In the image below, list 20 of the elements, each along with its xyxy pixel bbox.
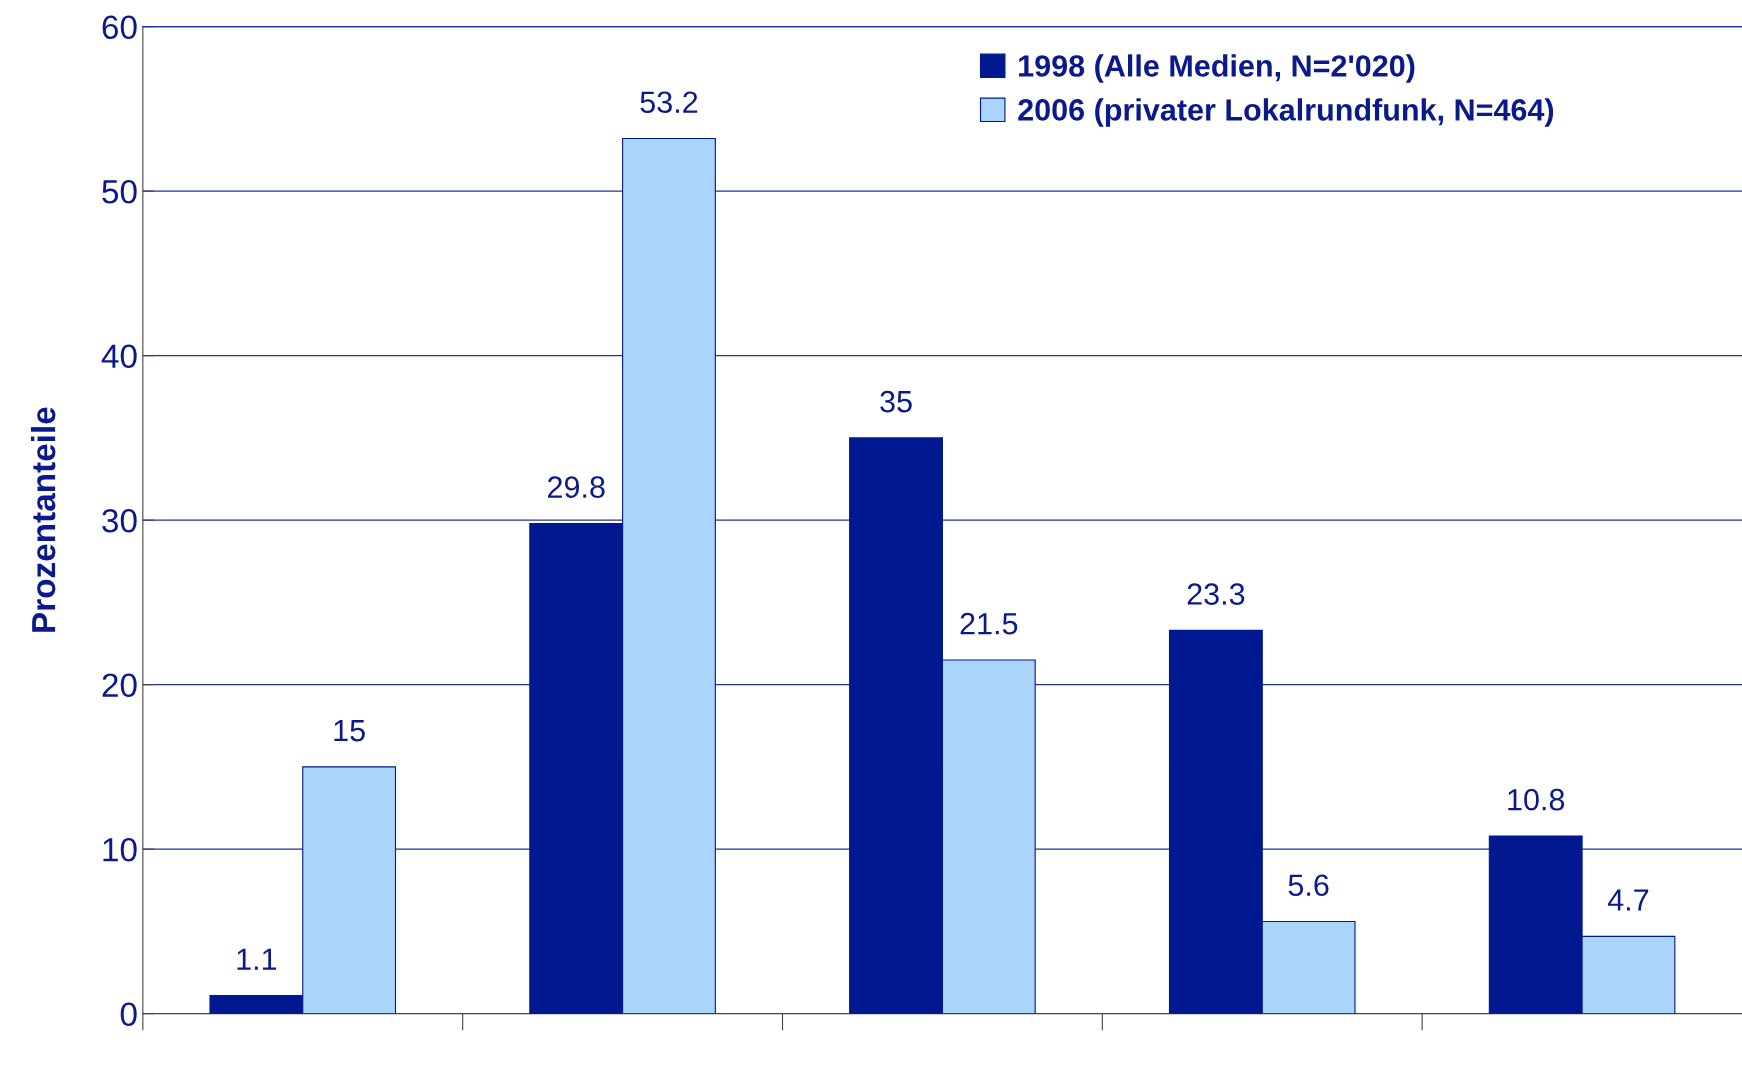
y-tick-label: 50	[102, 179, 137, 204]
legend-label: 2006 (privater Lokalrundfunk, N=464)	[1018, 98, 1554, 127]
data-label: 10.8	[1508, 788, 1565, 811]
y-tick-label: 10	[103, 837, 137, 862]
data-label: 4.7	[1607, 889, 1649, 911]
y-tick-label: 20	[102, 673, 137, 698]
legend-label: 1998 (Alle Medien, N=2'020)	[1019, 54, 1415, 83]
data-label: 15	[334, 720, 365, 742]
data-label: 29.8	[548, 476, 605, 498]
y-tick-label: 60	[102, 15, 137, 40]
y-tick-label: 0	[120, 1002, 137, 1027]
data-label: 35	[880, 390, 912, 413]
y-tick-label: 30	[102, 508, 137, 533]
data-label: 21.5	[960, 612, 1018, 635]
data-label: 5.6	[1288, 874, 1329, 897]
y-tick-label: 40	[101, 344, 137, 369]
data-label: 53.2	[640, 91, 698, 114]
data-label: 1.1	[237, 948, 277, 970]
y-axis-title: Prozentanteile	[30, 407, 56, 632]
data-label: 23.3	[1187, 583, 1245, 605]
